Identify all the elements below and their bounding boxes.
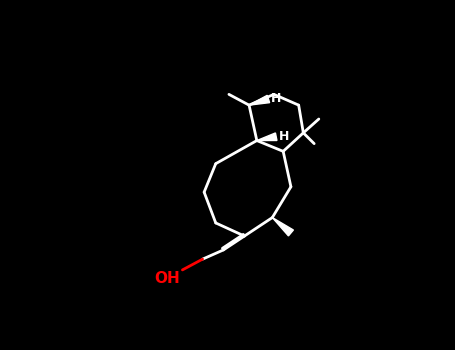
Polygon shape <box>249 95 270 105</box>
Text: H: H <box>271 92 281 105</box>
Text: H: H <box>278 130 289 143</box>
Polygon shape <box>257 133 277 141</box>
Polygon shape <box>273 218 293 236</box>
Text: OH: OH <box>154 272 180 286</box>
